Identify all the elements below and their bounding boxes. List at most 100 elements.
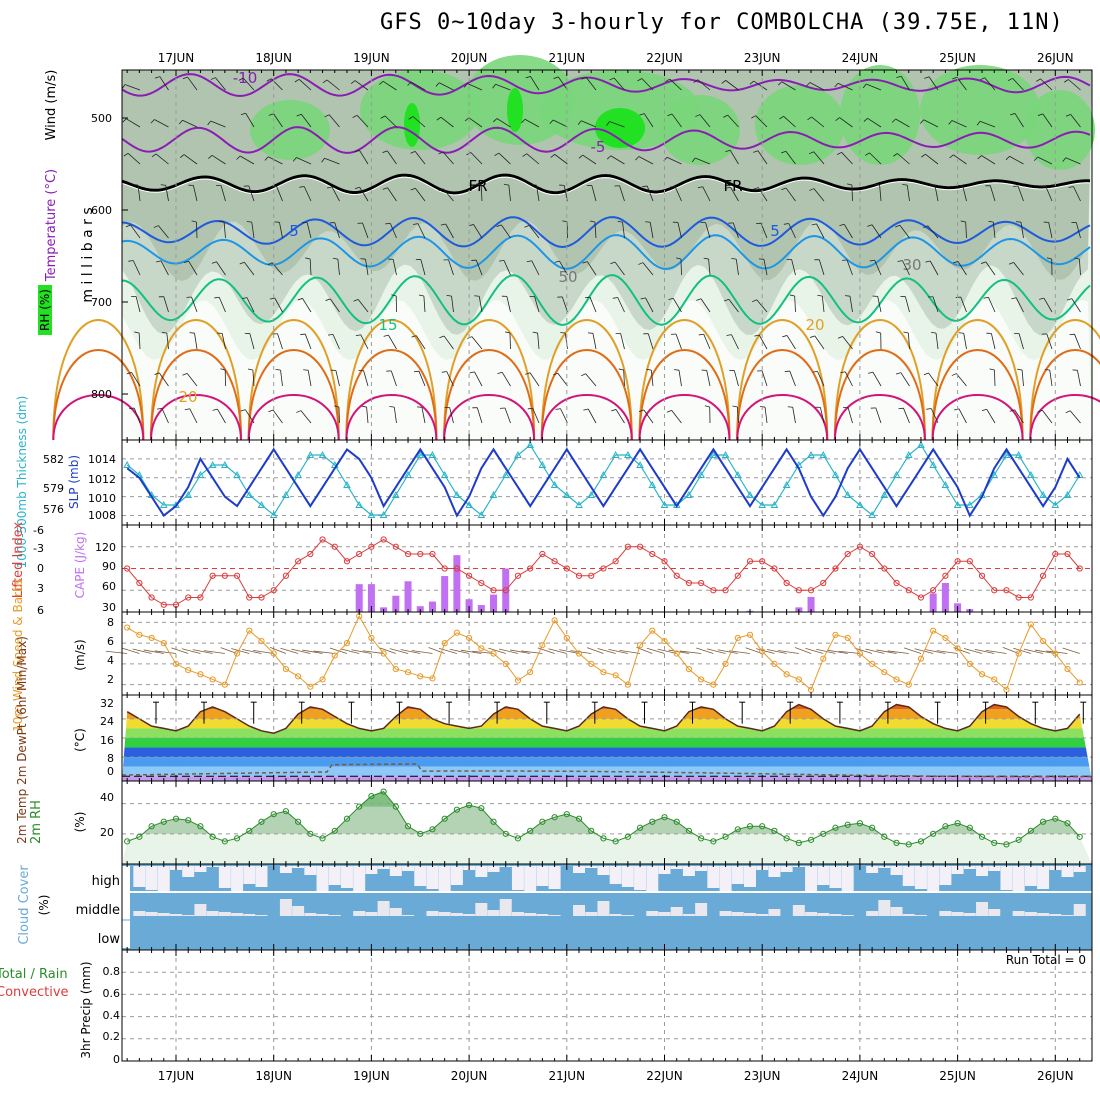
wind10-barb <box>313 650 335 654</box>
wind-barb <box>643 409 654 424</box>
rh2m-marker <box>527 827 534 834</box>
li-marker <box>795 587 802 594</box>
wind-barb-flag <box>577 120 582 125</box>
wind-barb-flag <box>954 408 960 411</box>
cloud-clear-mid <box>316 914 329 916</box>
wind-barb <box>249 333 255 350</box>
wind-barb-flag <box>753 150 759 153</box>
wind10-barb <box>181 648 201 654</box>
temp-band-6 <box>122 757 1092 767</box>
li-marker <box>185 594 192 601</box>
wind-barb-flag <box>1074 257 1080 260</box>
date-label-bottom: 18JUN <box>255 1069 292 1083</box>
thickness-marker <box>904 450 913 458</box>
li-marker <box>246 594 253 601</box>
wind-barb-flag <box>210 77 216 80</box>
panel-frame-wind <box>121 611 1093 696</box>
wind-barb-flag <box>1065 410 1071 414</box>
li-marker <box>746 558 754 565</box>
wind-barb-flag <box>640 297 646 300</box>
cloud-clear-high <box>695 866 708 871</box>
thickness-marker <box>318 450 327 458</box>
wind-barb <box>817 371 825 387</box>
wind-barb-flag <box>324 114 330 118</box>
wind-legend-label: Wind (m/s) <box>44 70 59 141</box>
wind-barb <box>446 371 454 387</box>
wind-barb <box>474 371 483 387</box>
wind-barb <box>730 186 739 202</box>
wind-barb <box>672 298 682 313</box>
rh2m-marker <box>392 803 399 810</box>
wind-barb-flag <box>691 157 696 163</box>
wind-barb-flag <box>383 334 389 337</box>
wind10-barb <box>985 649 1007 654</box>
wind-barb <box>984 77 996 91</box>
wind-barb <box>504 407 511 424</box>
wind-barb <box>501 372 511 387</box>
cloud-clear-high <box>194 866 207 872</box>
wind-barb <box>813 188 825 202</box>
wind-barb-flag <box>703 257 709 260</box>
wind-barb <box>423 296 426 313</box>
wind-barb-flag <box>921 153 926 158</box>
wind-barb-flag <box>296 113 302 117</box>
wind10-marker <box>1015 650 1022 657</box>
wind-barb <box>897 153 910 165</box>
wind-barb-flag <box>469 371 475 374</box>
wind-barb <box>331 186 340 202</box>
rh2m-marker <box>343 815 351 822</box>
wind-barb-flag <box>294 78 300 83</box>
wind-barb <box>245 113 255 128</box>
thickness-marker <box>782 480 791 488</box>
slp-tick-label: 1012 <box>88 473 116 486</box>
contour-20-2 <box>345 319 438 441</box>
wind-barb <box>384 115 397 128</box>
wind-barb-flag <box>920 119 925 124</box>
rh2m-marker <box>295 818 302 825</box>
wind-barb-flag <box>183 260 189 264</box>
wind-barb-flag <box>292 157 297 162</box>
wind10-marker <box>991 676 998 683</box>
wind-barb <box>725 80 739 91</box>
contour-25-5 <box>638 349 731 441</box>
thickness-marker <box>404 470 412 478</box>
wind-barb <box>251 222 255 239</box>
wind-barb-flag <box>182 76 188 80</box>
contour-30-2 <box>345 394 438 441</box>
cloud-clear-mid <box>1024 912 1037 916</box>
wind10-marker <box>392 665 399 673</box>
thickness-marker <box>868 510 876 518</box>
wind-barb <box>552 119 568 128</box>
cloud-clear-high <box>829 866 842 888</box>
cloud-clear-mid <box>609 914 622 916</box>
wind-barb <box>957 261 967 276</box>
wind-barb-flag <box>581 77 587 80</box>
wind-barb-flag <box>981 408 987 412</box>
wind-barb-flag <box>611 409 617 412</box>
cloud-clear-mid <box>817 913 830 916</box>
wind-barb <box>306 222 312 239</box>
rh2m-marker <box>502 830 509 837</box>
contour-30-5 <box>638 394 731 441</box>
wind-barb-flag <box>753 187 759 190</box>
cape-tick-label: 90 <box>102 560 116 573</box>
wind-barb-flag <box>895 372 901 375</box>
wind-barb <box>420 259 426 276</box>
rh-legend-swatch <box>38 285 52 335</box>
wind-barb <box>279 222 283 239</box>
wind-barb <box>418 371 426 387</box>
thickness-line <box>126 444 1081 516</box>
cloud-clear-mid <box>145 912 158 916</box>
rh2m-tick-label: 40 <box>100 791 114 804</box>
wind-barb-flag <box>464 117 470 122</box>
cloud-clear-mid <box>402 915 415 916</box>
wind-barb <box>1070 114 1081 128</box>
wind10-barb <box>280 647 299 654</box>
wind10-barb <box>379 647 396 654</box>
wind-barb <box>272 409 283 424</box>
cloud-clear-high <box>182 866 195 877</box>
wind-barb-flag <box>751 115 756 119</box>
wind-barb-flag <box>211 261 217 264</box>
wind-barb <box>792 407 796 424</box>
wind-barb-flag <box>731 258 737 260</box>
